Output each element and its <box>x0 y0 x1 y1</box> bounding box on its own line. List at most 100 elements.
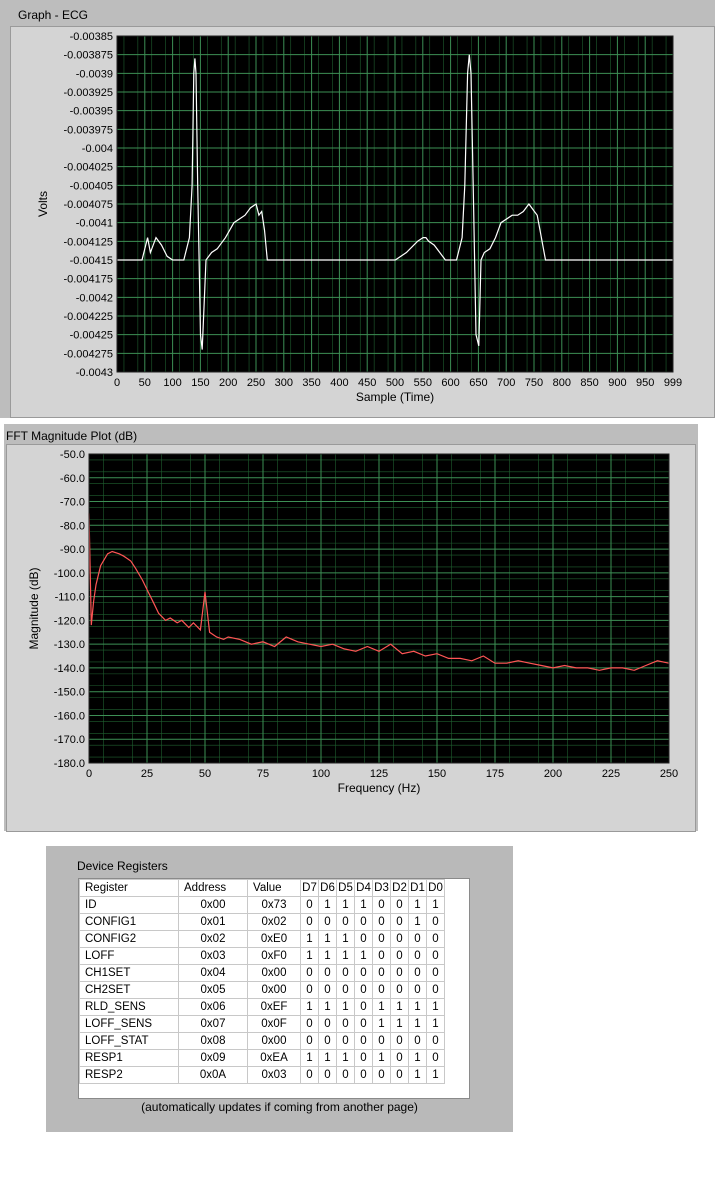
y-tick-label: -0.003975 <box>63 124 113 136</box>
table-row: RLD_SENS 0x06 0xEF 1 1 1 0 1 1 1 1 <box>79 998 445 1016</box>
register-value-cell: 0x00 <box>247 1032 301 1050</box>
register-bit-cell: 1 <box>300 930 319 948</box>
auto-update-note: (automatically updates if coming from an… <box>141 1100 418 1114</box>
column-header-d0: D0 <box>426 879 445 897</box>
register-bit-cell: 0 <box>354 964 373 982</box>
register-table: Register Address Value D7 D6 D5 D4 D3 D2… <box>79 879 445 1084</box>
register-bit-cell: 0 <box>336 913 355 931</box>
register-bit-cell: 0 <box>426 981 445 999</box>
fft-plot-title: FFT Magnitude Plot (dB) <box>6 429 138 443</box>
x-tick-label: 750 <box>525 377 543 389</box>
register-bit-cell: 1 <box>336 930 355 948</box>
register-name-cell: LOFF_STAT <box>79 1032 179 1050</box>
register-bit-cell: 1 <box>336 947 355 965</box>
ecg-chart[interactable]: 0 50 100 150 200 250 300 350 400 450 500 550 600 650 7… <box>11 27 714 417</box>
table-row: LOFF_STAT 0x08 0x00 0 0 0 0 0 0 0 0 <box>79 1032 445 1050</box>
fft-plot-frame: 0 25 50 75 100 125 150 175 200 225 250 -50.0 -60.0 -7… <box>6 444 696 832</box>
register-bit-cell: 0 <box>372 947 391 965</box>
table-row: CH2SET 0x05 0x00 0 0 0 0 0 0 0 0 <box>79 981 445 999</box>
register-bit-cell: 1 <box>300 998 319 1016</box>
y-tick-label: -80.0 <box>60 520 85 532</box>
register-bit-cell: 1 <box>318 896 337 914</box>
x-tick-label: 250 <box>247 377 265 389</box>
x-tick-label: 250 <box>660 768 678 780</box>
register-bit-cell: 1 <box>408 1015 427 1033</box>
fft-plot-panel: FFT Magnitude Plot (dB) 0 25 50 75 100 125 150… <box>4 424 698 832</box>
register-bit-cell: 0 <box>336 1015 355 1033</box>
y-tick-label: -50.0 <box>60 449 85 461</box>
y-tick-label: -90.0 <box>60 544 85 556</box>
register-bit-cell: 0 <box>300 1066 319 1084</box>
register-value-cell: 0xEA <box>247 1049 301 1067</box>
register-table-container[interactable]: Register Address Value D7 D6 D5 D4 D3 D2… <box>78 878 470 1099</box>
register-address-cell: 0x09 <box>178 1049 248 1067</box>
register-bit-cell: 0 <box>408 930 427 948</box>
register-bit-cell: 1 <box>300 947 319 965</box>
register-name-cell: CONFIG2 <box>79 930 179 948</box>
register-bit-cell: 1 <box>408 913 427 931</box>
register-bit-cell: 0 <box>336 964 355 982</box>
register-bit-cell: 0 <box>426 1049 445 1067</box>
register-table-header: Register Address Value D7 D6 D5 D4 D3 D2… <box>79 879 445 897</box>
register-address-cell: 0x01 <box>178 913 248 931</box>
x-axis-label: Sample (Time) <box>356 390 434 404</box>
table-row: ID 0x00 0x73 0 1 1 1 0 0 1 1 <box>79 896 445 914</box>
register-name-cell: CH1SET <box>79 964 179 982</box>
y-tick-label: -150.0 <box>54 687 85 699</box>
register-bit-cell: 1 <box>300 1049 319 1067</box>
register-name-cell: RESP1 <box>79 1049 179 1067</box>
y-tick-label: -0.004225 <box>63 311 113 323</box>
register-bit-cell: 0 <box>372 896 391 914</box>
register-bit-cell: 0 <box>336 981 355 999</box>
register-bit-cell: 0 <box>354 1032 373 1050</box>
x-tick-label: 150 <box>428 768 446 780</box>
x-tick-label: 900 <box>608 377 626 389</box>
x-tick-label: 999 <box>664 377 682 389</box>
x-tick-label: 450 <box>358 377 376 389</box>
register-value-cell: 0x02 <box>247 913 301 931</box>
register-bit-cell: 1 <box>354 896 373 914</box>
register-bit-cell: 0 <box>354 981 373 999</box>
register-bit-cell: 1 <box>318 998 337 1016</box>
register-bit-cell: 0 <box>318 981 337 999</box>
y-tick-label: -0.0039 <box>76 68 113 80</box>
y-tick-label: -70.0 <box>60 497 85 509</box>
register-name-cell: LOFF <box>79 947 179 965</box>
y-tick-label: -0.00395 <box>70 106 113 118</box>
ecg-graph-frame: 0 50 100 150 200 250 300 350 400 450 500 550 600 650 7… <box>10 26 715 418</box>
register-address-cell: 0x06 <box>178 998 248 1016</box>
x-tick-label: 850 <box>580 377 598 389</box>
register-bit-cell: 1 <box>426 1015 445 1033</box>
register-value-cell: 0x0F <box>247 1015 301 1033</box>
register-bit-cell: 1 <box>372 998 391 1016</box>
y-tick-label: -120.0 <box>54 615 85 627</box>
register-bit-cell: 1 <box>318 930 337 948</box>
y-tick-label: -130.0 <box>54 639 85 651</box>
register-address-cell: 0x0A <box>178 1066 248 1084</box>
register-bit-cell: 1 <box>390 998 409 1016</box>
y-tick-label: -160.0 <box>54 710 85 722</box>
column-header-address: Address <box>178 879 248 897</box>
y-tick-label: -0.0042 <box>76 292 113 304</box>
series-line <box>117 54 673 350</box>
register-bit-cell: 0 <box>390 947 409 965</box>
register-bit-cell: 0 <box>390 1032 409 1050</box>
register-bit-cell: 0 <box>390 1066 409 1084</box>
y-tick-label: -140.0 <box>54 663 85 675</box>
register-bit-cell: 0 <box>426 913 445 931</box>
register-address-cell: 0x08 <box>178 1032 248 1050</box>
register-bit-cell: 0 <box>408 964 427 982</box>
column-header-register: Register <box>79 879 179 897</box>
x-tick-label: 350 <box>302 377 320 389</box>
register-bit-cell: 0 <box>408 1032 427 1050</box>
register-address-cell: 0x05 <box>178 981 248 999</box>
y-tick-label: -0.00415 <box>70 255 113 267</box>
fft-chart[interactable]: 0 25 50 75 100 125 150 175 200 225 250 -50.0 -60.0 -7… <box>7 445 695 831</box>
x-tick-label: 700 <box>497 377 515 389</box>
register-bit-cell: 0 <box>354 1015 373 1033</box>
register-bit-cell: 1 <box>426 1066 445 1084</box>
register-bit-cell: 0 <box>354 1066 373 1084</box>
column-header-d6: D6 <box>318 879 337 897</box>
y-axis-label: Volts <box>36 191 50 217</box>
register-bit-cell: 0 <box>300 1015 319 1033</box>
